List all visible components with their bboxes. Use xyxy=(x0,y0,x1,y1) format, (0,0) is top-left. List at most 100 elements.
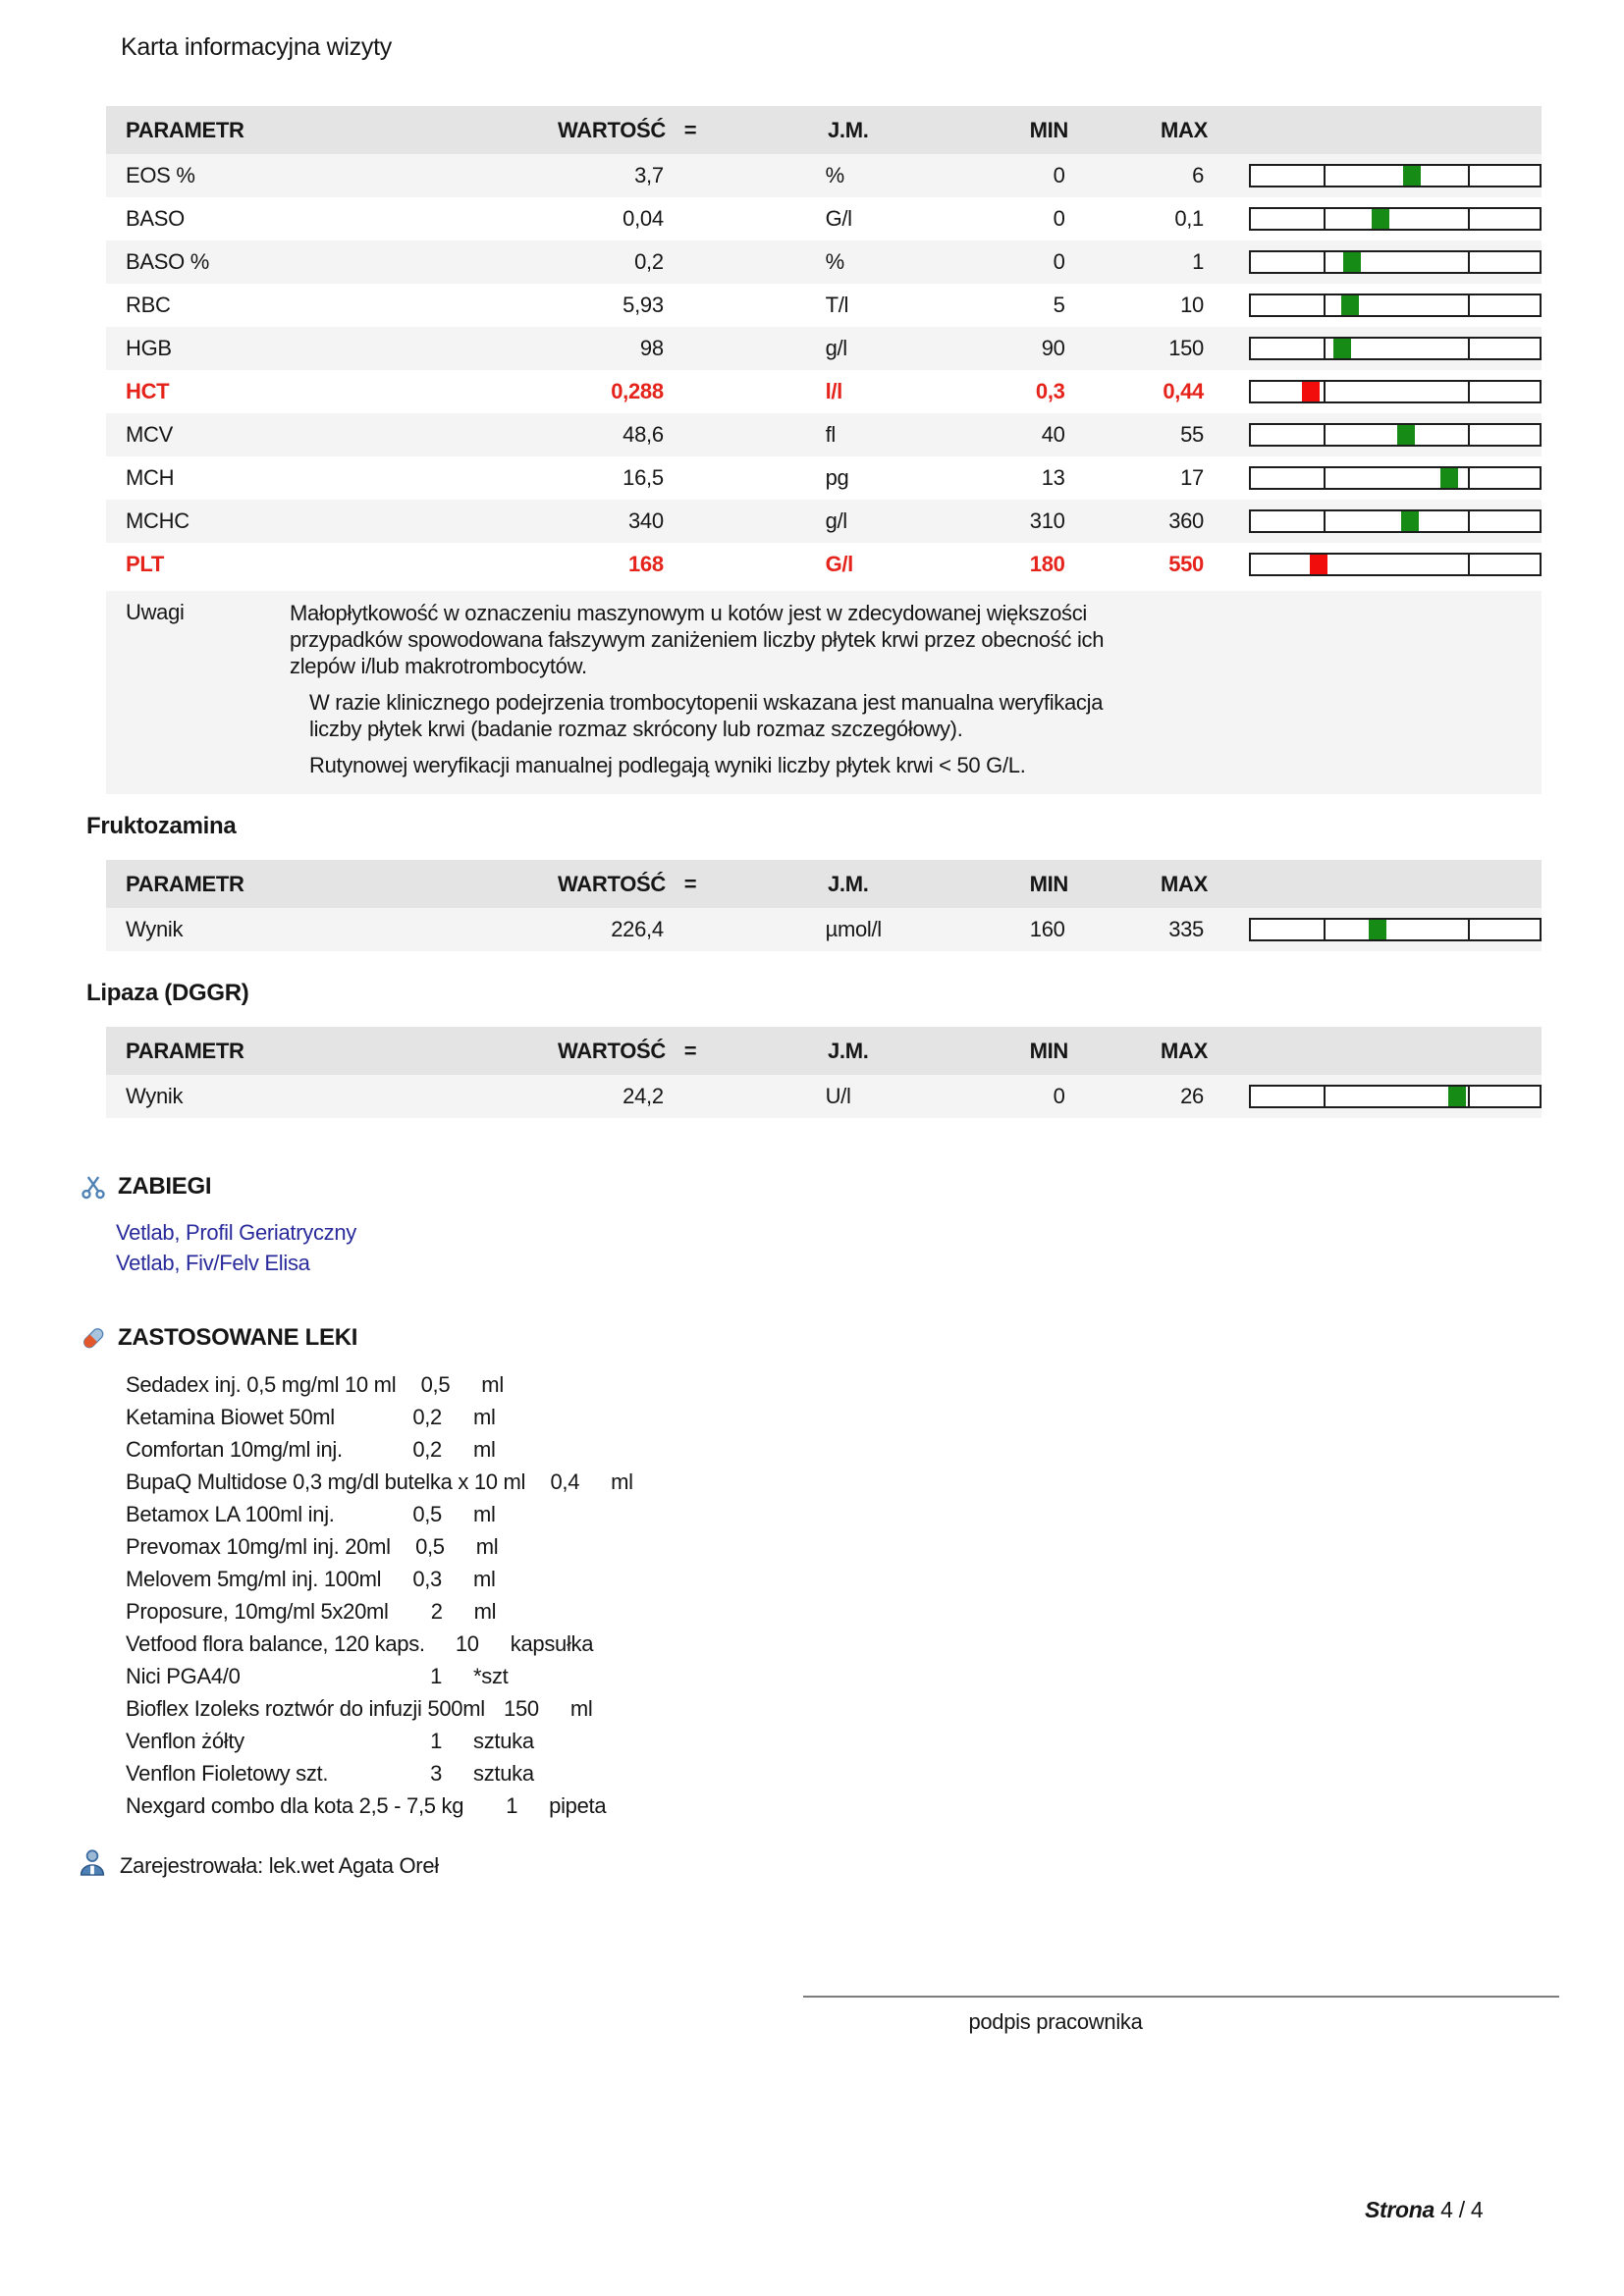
range-bar xyxy=(1249,337,1542,360)
parameter-value: 24,2 xyxy=(623,1084,664,1108)
medication-row: Melovem 5mg/ml inj. 100ml 0,3 ml xyxy=(126,1563,633,1595)
range-bar xyxy=(1249,918,1542,941)
unit-cell: U/l xyxy=(825,1084,851,1108)
header-parametr: PARAMETR xyxy=(126,871,244,896)
header-parametr: PARAMETR xyxy=(126,117,244,142)
remark-line: Małopłytkowość w oznaczeniu maszynowym u… xyxy=(290,601,1088,625)
value-marker xyxy=(1400,511,1419,531)
parameter-name: RBC xyxy=(126,293,171,317)
range-divider-low xyxy=(1323,166,1326,186)
unit-cell: fl xyxy=(825,422,837,447)
header-jm: J.M. xyxy=(828,1038,869,1063)
range-divider-low xyxy=(1323,425,1326,445)
medication-unit: ml xyxy=(473,1566,496,1591)
range-divider-high xyxy=(1467,252,1470,272)
medication-qty: 0,5 xyxy=(420,1371,451,1397)
medication-qty: 0,3 xyxy=(412,1566,442,1591)
medication-row: Prevomax 10mg/ml inj. 20ml 0,5 ml xyxy=(126,1530,633,1563)
range-bar-cell xyxy=(1249,466,1542,490)
unit-cell: µmol/l xyxy=(825,917,883,941)
parameter-name: MCH xyxy=(126,465,175,490)
medication-row: Nexgard combo dla kota 2,5 - 7,5 kg 1 pipe… xyxy=(126,1789,633,1822)
page-title: Karta informacyjna wizyty xyxy=(121,33,392,61)
header-wartosc: WARTOŚĆ xyxy=(558,871,666,896)
range-divider-low xyxy=(1323,920,1326,939)
header-wartosc: WARTOŚĆ xyxy=(558,117,666,142)
header-eq: = xyxy=(683,871,697,896)
medication-unit: kapsułka xyxy=(510,1630,594,1656)
range-bar-cell xyxy=(1249,918,1542,941)
medication-unit: ml xyxy=(481,1371,504,1397)
lab-row: MCV 48,6 fl 40 55 xyxy=(106,413,1542,456)
range-bar xyxy=(1249,423,1542,447)
section-heading-fruktozamina: Fruktozamina xyxy=(86,813,237,839)
medication-unit: ml xyxy=(475,1533,499,1559)
medication-name: Comfortan 10mg/ml inj. xyxy=(126,1436,343,1462)
medication-unit: ml xyxy=(473,1598,497,1624)
value-marker xyxy=(1448,1087,1467,1106)
value-marker xyxy=(1340,295,1359,315)
medication-row: Bioflex Izoleks roztwór do infuzji 500ml… xyxy=(126,1692,633,1725)
lab-table-header-row: PARAMETR WARTOŚĆ = J.M. MIN MAX xyxy=(106,106,1542,154)
range-divider-high xyxy=(1467,1087,1470,1106)
medication-qty: 0,2 xyxy=(412,1404,442,1429)
header-jm: J.M. xyxy=(828,871,869,896)
lipase-table: PARAMETR WARTOŚĆ = J.M. MIN MAX Wynik 24,2 U/l 0 2… xyxy=(106,1027,1542,1118)
header-jm: J.M. xyxy=(828,117,869,142)
range-divider-low xyxy=(1323,295,1326,315)
min-cell: 180 xyxy=(1029,552,1065,576)
parameter-name: EOS % xyxy=(126,163,195,187)
range-divider-high xyxy=(1467,209,1470,229)
range-divider-low xyxy=(1323,209,1326,229)
min-cell: 0 xyxy=(1053,206,1065,231)
max-cell: 150 xyxy=(1168,336,1204,360)
value-marker xyxy=(1369,920,1387,939)
unit-cell: T/l xyxy=(825,293,849,317)
medication-row: Proposure, 10mg/ml 5x20ml 2 ml xyxy=(126,1595,633,1628)
parameter-value: 340 xyxy=(627,508,664,533)
header-wartosc: WARTOŚĆ xyxy=(558,1038,666,1063)
medication-row: Nici PGA4/0 1 *szt xyxy=(126,1660,633,1692)
remark-line: przypadków spowodowana fałszywym zaniżen… xyxy=(290,627,1105,652)
range-bar xyxy=(1249,294,1542,317)
parameter-name: PLT xyxy=(126,552,165,576)
min-cell: 160 xyxy=(1029,917,1065,941)
parameter-value: 0,288 xyxy=(611,379,664,403)
min-cell: 0 xyxy=(1053,1084,1065,1108)
unit-cell: g/l xyxy=(825,336,848,360)
parameter-value: 226,4 xyxy=(611,917,664,941)
header-eq: = xyxy=(683,117,697,142)
lab-row: HGB 98 g/l 90 150 xyxy=(106,327,1542,370)
lab-row: PLT 168 G/l 180 550 xyxy=(106,543,1542,586)
scissors-icon xyxy=(79,1172,108,1201)
range-bar xyxy=(1249,509,1542,533)
medication-name: Venflon żółty xyxy=(126,1728,244,1753)
medication-qty: 0,5 xyxy=(415,1533,445,1559)
lab-row: MCH 16,5 pg 13 17 xyxy=(106,456,1542,500)
medication-row: Venflon Fioletowy szt. 3 sztuka xyxy=(126,1757,633,1789)
medication-qty: 0,2 xyxy=(412,1436,442,1462)
medication-unit: ml xyxy=(611,1468,633,1494)
parameter-name: HGB xyxy=(126,336,172,360)
medication-qty: 2 xyxy=(430,1598,443,1624)
range-bar-cell xyxy=(1249,294,1542,317)
medication-name: Nici PGA4/0 xyxy=(126,1663,241,1688)
parameter-value: 3,7 xyxy=(634,163,664,187)
range-divider-low xyxy=(1323,511,1326,531)
fructosamine-table: PARAMETR WARTOŚĆ = J.M. MIN MAX Wynik 226,4 µmol… xyxy=(106,860,1542,951)
min-cell: 0 xyxy=(1053,249,1065,274)
range-divider-low xyxy=(1323,468,1326,488)
min-cell: 5 xyxy=(1053,293,1065,317)
parameter-name: BASO xyxy=(126,206,185,231)
remark-line: zlepów i/lub makrotrombocytów. xyxy=(290,654,587,678)
procedures-heading-label: ZABIEGI xyxy=(118,1173,212,1200)
min-cell: 0,3 xyxy=(1035,379,1065,403)
medication-name: Bioflex Izoleks roztwór do infuzji 500ml xyxy=(126,1695,485,1721)
medications-list: Sedadex inj. 0,5 mg/ml 10 ml 0,5 ml Ketamin… xyxy=(126,1368,633,1822)
range-divider-high xyxy=(1467,555,1470,574)
parameter-name: MCV xyxy=(126,422,173,447)
medication-qty: 0,4 xyxy=(550,1468,580,1494)
remarks-label: Uwagi xyxy=(126,600,185,624)
procedure-item: Vetlab, Fiv/Felv Elisa xyxy=(116,1251,310,1275)
